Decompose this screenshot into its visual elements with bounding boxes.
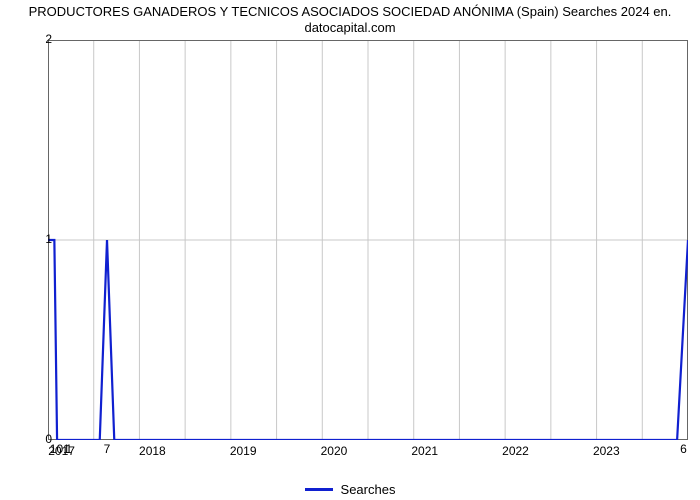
y-tick-label: 2	[12, 32, 52, 46]
chart-title: PRODUCTORES GANADEROS Y TECNICOS ASOCIAD…	[0, 0, 700, 37]
x-tick-label: 2019	[230, 444, 257, 458]
chart-svg	[48, 40, 688, 440]
x-tick-label: 2023	[593, 444, 620, 458]
legend-label: Searches	[341, 482, 396, 497]
data-point-label: 6	[680, 442, 687, 456]
chart-title-line1: PRODUCTORES GANADEROS Y TECNICOS ASOCIAD…	[29, 4, 672, 19]
x-tick-label: 2021	[411, 444, 438, 458]
data-point-label: 1	[66, 442, 73, 456]
chart-title-line2: datocapital.com	[304, 20, 395, 35]
legend-item-searches: Searches	[305, 482, 396, 497]
x-tick-label: 2018	[139, 444, 166, 458]
chart-plot-area	[48, 40, 688, 440]
x-tick-label: 2020	[321, 444, 348, 458]
legend-swatch	[305, 488, 333, 491]
y-tick-label: 0	[12, 432, 52, 446]
legend: Searches	[0, 478, 700, 497]
x-tick-label: 2022	[502, 444, 529, 458]
y-tick-label: 1	[12, 232, 52, 246]
data-point-label: 7	[104, 442, 111, 456]
